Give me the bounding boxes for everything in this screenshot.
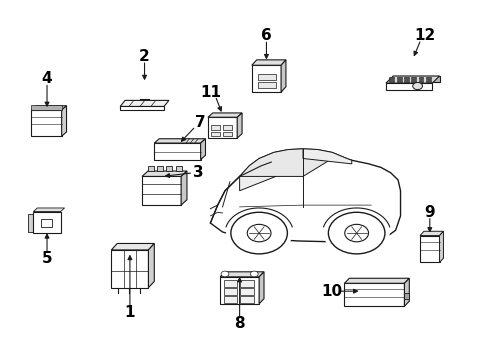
Polygon shape <box>207 117 237 138</box>
Text: 7: 7 <box>195 115 205 130</box>
Polygon shape <box>220 277 259 304</box>
Polygon shape <box>33 212 61 233</box>
Bar <box>403 80 408 82</box>
Polygon shape <box>120 100 168 107</box>
Bar <box>240 296 253 303</box>
Polygon shape <box>154 143 200 159</box>
Bar <box>403 77 408 79</box>
Circle shape <box>247 224 270 242</box>
Polygon shape <box>148 243 154 288</box>
Polygon shape <box>31 106 66 110</box>
Polygon shape <box>175 166 181 171</box>
Polygon shape <box>120 107 163 110</box>
Polygon shape <box>419 231 443 235</box>
Polygon shape <box>404 278 408 306</box>
Bar <box>257 74 276 80</box>
Bar <box>410 77 415 79</box>
Polygon shape <box>259 272 264 304</box>
Polygon shape <box>181 171 186 205</box>
Bar <box>396 77 401 79</box>
Polygon shape <box>303 149 351 164</box>
Polygon shape <box>239 149 303 191</box>
Polygon shape <box>154 139 205 143</box>
Bar <box>410 80 415 82</box>
Bar <box>210 125 219 130</box>
Polygon shape <box>385 83 431 90</box>
Circle shape <box>323 209 389 257</box>
Polygon shape <box>142 176 181 205</box>
Polygon shape <box>404 293 408 299</box>
Circle shape <box>250 271 258 277</box>
Text: 1: 1 <box>124 305 135 320</box>
Polygon shape <box>148 166 154 171</box>
Bar <box>418 77 423 79</box>
Bar <box>223 125 231 130</box>
Text: 2: 2 <box>139 49 150 64</box>
Bar <box>223 132 231 136</box>
Polygon shape <box>210 158 400 242</box>
Bar <box>223 296 237 303</box>
Bar <box>223 288 237 295</box>
Bar <box>210 132 219 136</box>
Text: 11: 11 <box>200 85 221 100</box>
Polygon shape <box>220 272 264 277</box>
Polygon shape <box>419 235 439 262</box>
Polygon shape <box>61 106 66 136</box>
Bar <box>240 280 253 287</box>
Polygon shape <box>439 231 443 262</box>
Polygon shape <box>31 110 61 136</box>
Circle shape <box>230 212 287 254</box>
Polygon shape <box>166 166 172 171</box>
Polygon shape <box>281 60 285 92</box>
Bar <box>41 220 52 226</box>
Polygon shape <box>237 113 242 138</box>
Polygon shape <box>344 283 404 306</box>
Polygon shape <box>157 166 163 171</box>
Text: 9: 9 <box>424 205 434 220</box>
Polygon shape <box>111 250 148 288</box>
Bar <box>240 288 253 295</box>
Polygon shape <box>200 139 205 159</box>
Polygon shape <box>33 208 64 212</box>
Polygon shape <box>392 76 439 82</box>
Bar <box>425 77 430 79</box>
Polygon shape <box>239 149 351 176</box>
Text: 3: 3 <box>192 165 203 180</box>
Bar <box>396 80 401 82</box>
Bar <box>223 280 237 287</box>
Polygon shape <box>31 105 61 110</box>
Text: 10: 10 <box>321 284 342 299</box>
Polygon shape <box>111 243 154 250</box>
Polygon shape <box>385 76 439 83</box>
Polygon shape <box>251 60 285 65</box>
Text: 5: 5 <box>41 251 52 266</box>
Circle shape <box>328 212 384 254</box>
Bar <box>257 82 276 88</box>
Text: 6: 6 <box>261 28 271 43</box>
Circle shape <box>344 224 368 242</box>
Text: 12: 12 <box>413 28 435 43</box>
Polygon shape <box>207 113 242 117</box>
Bar <box>388 80 393 82</box>
Circle shape <box>412 82 422 90</box>
Polygon shape <box>28 214 33 232</box>
Bar <box>425 80 430 82</box>
Polygon shape <box>344 278 408 283</box>
Circle shape <box>221 271 228 277</box>
Polygon shape <box>251 65 281 92</box>
Bar <box>388 77 393 79</box>
Bar <box>418 80 423 82</box>
Polygon shape <box>142 171 186 176</box>
Text: 8: 8 <box>234 316 244 331</box>
Circle shape <box>225 209 292 257</box>
Text: 4: 4 <box>41 71 52 86</box>
